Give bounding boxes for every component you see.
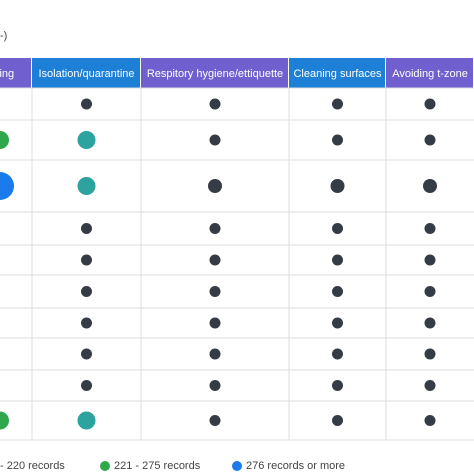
legend-item-low: - 220 records	[0, 460, 65, 472]
legend-high-label: 276 records or more	[246, 460, 346, 472]
bubble-r4-c5	[424, 223, 436, 234]
bubble-r1-c3	[209, 98, 221, 110]
bubble-r8-c4	[332, 348, 343, 360]
bubble-r2-c5	[424, 134, 436, 146]
bubble-r10-c5	[424, 415, 436, 426]
bubble-r3-c1	[0, 172, 14, 200]
bubble-r1-c5	[424, 98, 436, 110]
bubble-r2-c3	[209, 134, 221, 146]
bubble-r2-c2	[77, 131, 96, 149]
bubble-r5-c4	[332, 254, 343, 266]
bubble-r7-c2	[81, 317, 92, 329]
column-header-bg-1	[32, 58, 140, 88]
bubble-r7-c4	[332, 317, 343, 329]
chart-title-fragment: -)	[0, 30, 8, 42]
column-header-label-4: Avoiding t-zone	[392, 68, 468, 80]
bubble-r2-c1	[0, 131, 9, 149]
bubble-r4-c3	[209, 223, 221, 234]
bubble-r9-c4	[332, 380, 343, 391]
bubble-r4-c4	[332, 223, 343, 234]
bubble-r10-c4	[332, 415, 343, 426]
column-header-bg-2	[141, 58, 288, 88]
bubble-r3-c4	[330, 179, 345, 193]
bubble-r9-c5	[424, 380, 436, 391]
bubble-r3-c5	[423, 179, 437, 193]
legend-mid-label: 221 - 275 records	[114, 460, 201, 472]
column-header-bg-3	[289, 58, 385, 88]
column-header-label-2: Respitory hygiene/ettiquette	[147, 68, 283, 80]
bubble-r6-c2	[81, 286, 92, 297]
bubble-r9-c2	[81, 380, 92, 391]
legend-item-high: 276 records or more	[232, 460, 345, 472]
column-header-label-1: Isolation/quarantine	[38, 68, 134, 80]
bubble-r1-c4	[332, 98, 343, 110]
bubble-r6-c3	[209, 286, 221, 297]
column-header-label-0: ncing	[0, 68, 14, 80]
bubble-r5-c5	[424, 254, 436, 266]
bubble-r8-c5	[424, 348, 436, 360]
bubble-r8-c2	[81, 348, 92, 360]
bubble-r6-c4	[332, 286, 343, 297]
bubble-r8-c3	[209, 348, 221, 360]
bubble-r7-c3	[209, 317, 221, 329]
legend-high-dot-icon	[232, 461, 242, 471]
bubble-r4-c2	[81, 223, 92, 234]
column-header-bg-4	[386, 58, 473, 88]
bubble-r10-c2	[77, 411, 96, 430]
column-header-bg-0	[0, 58, 31, 88]
legend-mid-dot-icon	[100, 461, 110, 471]
bubble-r3-c2	[77, 177, 96, 195]
column-header-label-3: Cleaning surfaces	[293, 68, 382, 80]
legend-low-label: - 220 records	[0, 460, 65, 472]
bubble-r10-c3	[209, 415, 221, 426]
bubble-r9-c3	[209, 380, 221, 391]
bubble-r10-c1	[0, 411, 9, 430]
bubble-r5-c2	[81, 254, 92, 266]
bubble-r5-c3	[209, 254, 221, 266]
bubble-r1-c2	[81, 98, 92, 110]
bubble-r2-c4	[332, 134, 343, 146]
bubble-r3-c3	[208, 179, 222, 193]
bubble-r6-c5	[424, 286, 436, 297]
legend-item-mid: 221 - 275 records	[100, 460, 200, 472]
bubble-r7-c5	[424, 317, 436, 329]
